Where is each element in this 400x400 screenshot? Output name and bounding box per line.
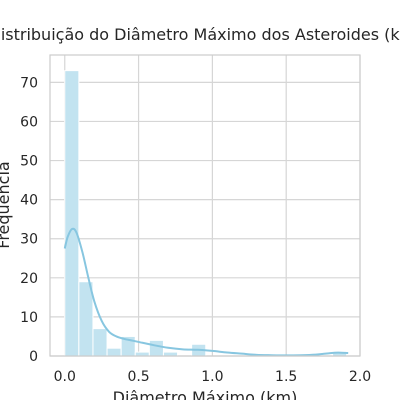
y-tick-label: 60 xyxy=(20,114,38,130)
y-tick-label: 10 xyxy=(20,310,38,326)
y-tick-label: 40 xyxy=(20,193,38,209)
histogram-bar xyxy=(92,328,108,357)
x-tick-labels: 0.0 0.5 1.0 1.5 2.0 xyxy=(54,369,372,385)
y-axis-label: Frequência xyxy=(0,161,13,248)
y-tick-label: 20 xyxy=(20,271,38,287)
histogram-bar xyxy=(106,347,122,357)
histogram-bar xyxy=(148,339,164,357)
x-tick-label: 0.5 xyxy=(127,369,149,385)
histogram-bars xyxy=(64,70,348,357)
kde-line xyxy=(63,227,349,357)
histogram-bar xyxy=(78,281,94,357)
x-tick-label: 1.0 xyxy=(201,369,223,385)
x-tick-label: 2.0 xyxy=(349,369,371,385)
y-tick-label: 50 xyxy=(20,154,38,170)
y-tick-labels: 0 10 20 30 40 50 60 70 xyxy=(20,75,38,365)
x-axis-label: Diâmetro Máximo (km) xyxy=(113,388,298,400)
x-tick-label: 0.0 xyxy=(54,369,76,385)
plot-frame xyxy=(49,54,361,357)
y-tick-label: 0 xyxy=(29,349,38,365)
chart-title: Distribuição do Diâmetro Máximo dos Aste… xyxy=(0,25,400,44)
histogram-bar xyxy=(64,70,80,357)
x-tick-label: 1.5 xyxy=(275,369,297,385)
y-tick-label: 30 xyxy=(20,232,38,248)
y-tick-label: 70 xyxy=(20,75,38,91)
